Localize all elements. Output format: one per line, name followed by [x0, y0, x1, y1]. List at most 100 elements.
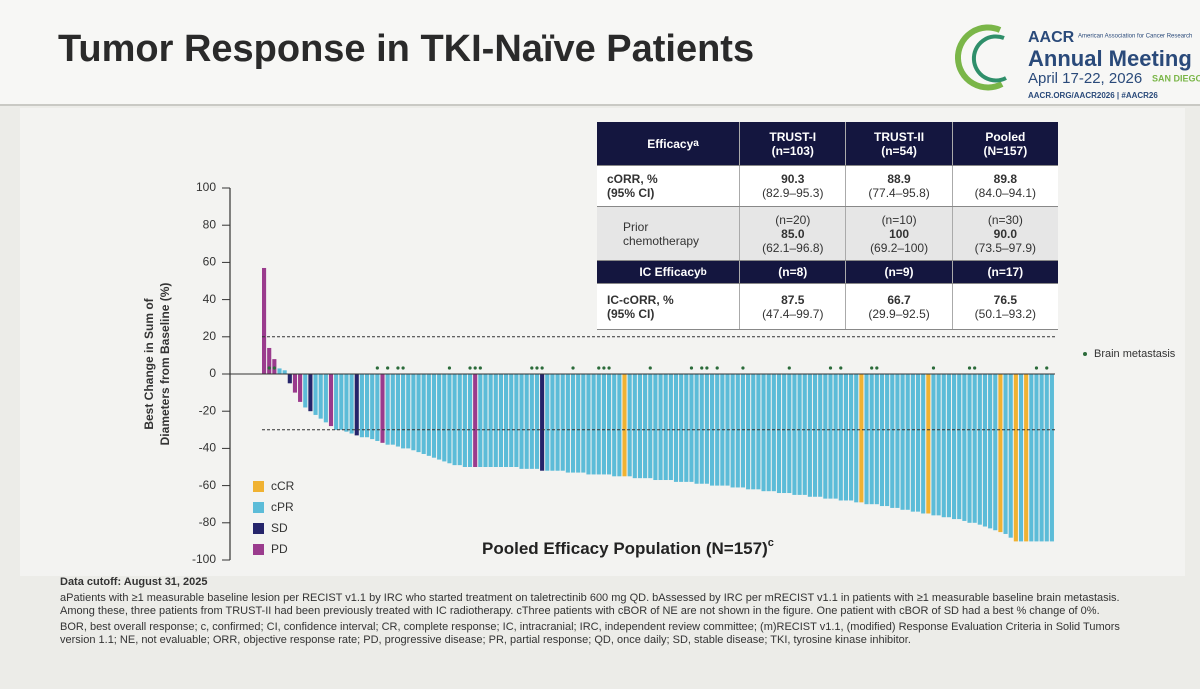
- bar: [823, 374, 828, 499]
- brain-metastasis-dot: [535, 366, 539, 370]
- bar: [648, 374, 653, 479]
- bar: [565, 374, 570, 473]
- ci: (82.9–95.3): [762, 186, 824, 200]
- bar: [797, 374, 802, 495]
- bar: [622, 374, 627, 477]
- legend-swatch: [253, 544, 264, 555]
- bar: [854, 374, 859, 503]
- bar: [277, 368, 282, 374]
- brain-metastasis-dot: [648, 366, 652, 370]
- bar: [354, 374, 359, 436]
- bar: [653, 374, 658, 481]
- brain-metastasis-dot: [401, 366, 405, 370]
- footnotes: Data cutoff: August 31, 2025 aPatients wi…: [60, 576, 1150, 650]
- bar: [931, 374, 936, 516]
- brain-metastasis-dot: [828, 366, 833, 370]
- label-line: IC-cORR, %: [607, 292, 674, 307]
- bar: [936, 374, 941, 516]
- y-axis-label: Best Change in Sum of: [142, 297, 156, 429]
- bar: [560, 374, 565, 471]
- bar: [833, 374, 838, 499]
- x-axis-label-text: Pooled Efficacy Population (N=157): [482, 539, 768, 558]
- label-line: Prior: [623, 219, 649, 234]
- bar: [478, 374, 483, 467]
- bar: [493, 374, 498, 467]
- label-line: cORR, %: [607, 172, 658, 186]
- label-line: (95% CI): [607, 306, 655, 321]
- footnote: Data cutoff: August 31, 2025: [60, 576, 208, 588]
- bar: [766, 374, 771, 492]
- brain-metastasis-dot: [875, 366, 879, 370]
- label-sup: a: [693, 138, 699, 149]
- brain-metastasis-dot: [689, 366, 694, 370]
- bar: [1049, 374, 1054, 542]
- bar: [1024, 374, 1029, 542]
- cell-line: (n=30): [987, 212, 1023, 227]
- bar: [287, 374, 292, 384]
- bar: [843, 374, 848, 501]
- bar: [498, 374, 503, 467]
- bar: [673, 374, 679, 482]
- efficacy-table: Efficacy a TRUST-I (n=103) TRUST-II (n=54) Poo…: [597, 122, 1058, 330]
- bar: [545, 374, 550, 471]
- value: 89.8: [993, 172, 1018, 186]
- table-cell: 87.5 (47.4–99.7): [739, 284, 845, 329]
- bar: [570, 374, 576, 473]
- bar: [267, 347, 272, 374]
- bar: [303, 374, 308, 408]
- table-cell: (n=30) 90.0 (73.5–97.9): [951, 207, 1058, 260]
- bar: [612, 374, 617, 477]
- bar: [952, 374, 957, 520]
- bar: [421, 374, 426, 454]
- legend-swatch: [253, 481, 264, 492]
- bar: [385, 374, 390, 445]
- bar: [591, 374, 596, 475]
- label-text: IC Efficacy: [639, 265, 701, 279]
- brain-metastasis-dot: [741, 366, 745, 370]
- row-label: cORR, % (95% CI): [597, 166, 739, 206]
- bar: [328, 374, 334, 427]
- bar: [658, 374, 663, 481]
- bar: [967, 374, 972, 523]
- table-cell: 66.7 (29.9–92.5): [845, 284, 951, 329]
- value: 88.9: [887, 172, 911, 186]
- bar: [679, 374, 684, 482]
- brain-metastasis-dot: [787, 366, 791, 370]
- row-label: IC Efficacy b: [597, 261, 739, 283]
- bar: [596, 374, 601, 475]
- bar: [756, 374, 761, 490]
- value: 90.3: [781, 172, 805, 186]
- bar: [1044, 374, 1049, 542]
- bar: [509, 374, 514, 467]
- bar: [946, 374, 951, 518]
- bar: [859, 374, 864, 503]
- brain-metastasis-dot: [272, 366, 276, 370]
- y-tick-label: 0: [209, 366, 216, 380]
- bar: [632, 374, 637, 479]
- bar: [555, 374, 560, 471]
- brain-metastasis-dot: [870, 366, 874, 370]
- bar: [915, 374, 921, 512]
- bar: [406, 374, 411, 449]
- bar: [601, 374, 606, 475]
- legend-dot: [1083, 352, 1087, 356]
- bar: [1018, 374, 1024, 542]
- ci: (77.4–95.8): [868, 186, 930, 200]
- brain-metastasis-dot: [839, 366, 843, 370]
- header-line: TRUST-I: [769, 129, 817, 144]
- bar: [437, 374, 442, 460]
- brain-metastasis-dot: [540, 366, 544, 370]
- table-cell: 88.9 (77.4–95.8): [845, 166, 951, 206]
- bar: [684, 374, 689, 482]
- bar: [483, 374, 488, 467]
- cell-line: (73.5–97.9): [974, 240, 1037, 255]
- brain-metastasis-dot: [571, 366, 575, 370]
- bar: [576, 374, 581, 473]
- label-line: chemotherapy: [623, 233, 700, 248]
- bar: [776, 374, 782, 494]
- slide-title: Tumor Response in TKI-Naïve Patients: [58, 28, 755, 70]
- bar: [308, 374, 313, 412]
- bar: [751, 374, 756, 490]
- legend-label: PD: [271, 542, 288, 556]
